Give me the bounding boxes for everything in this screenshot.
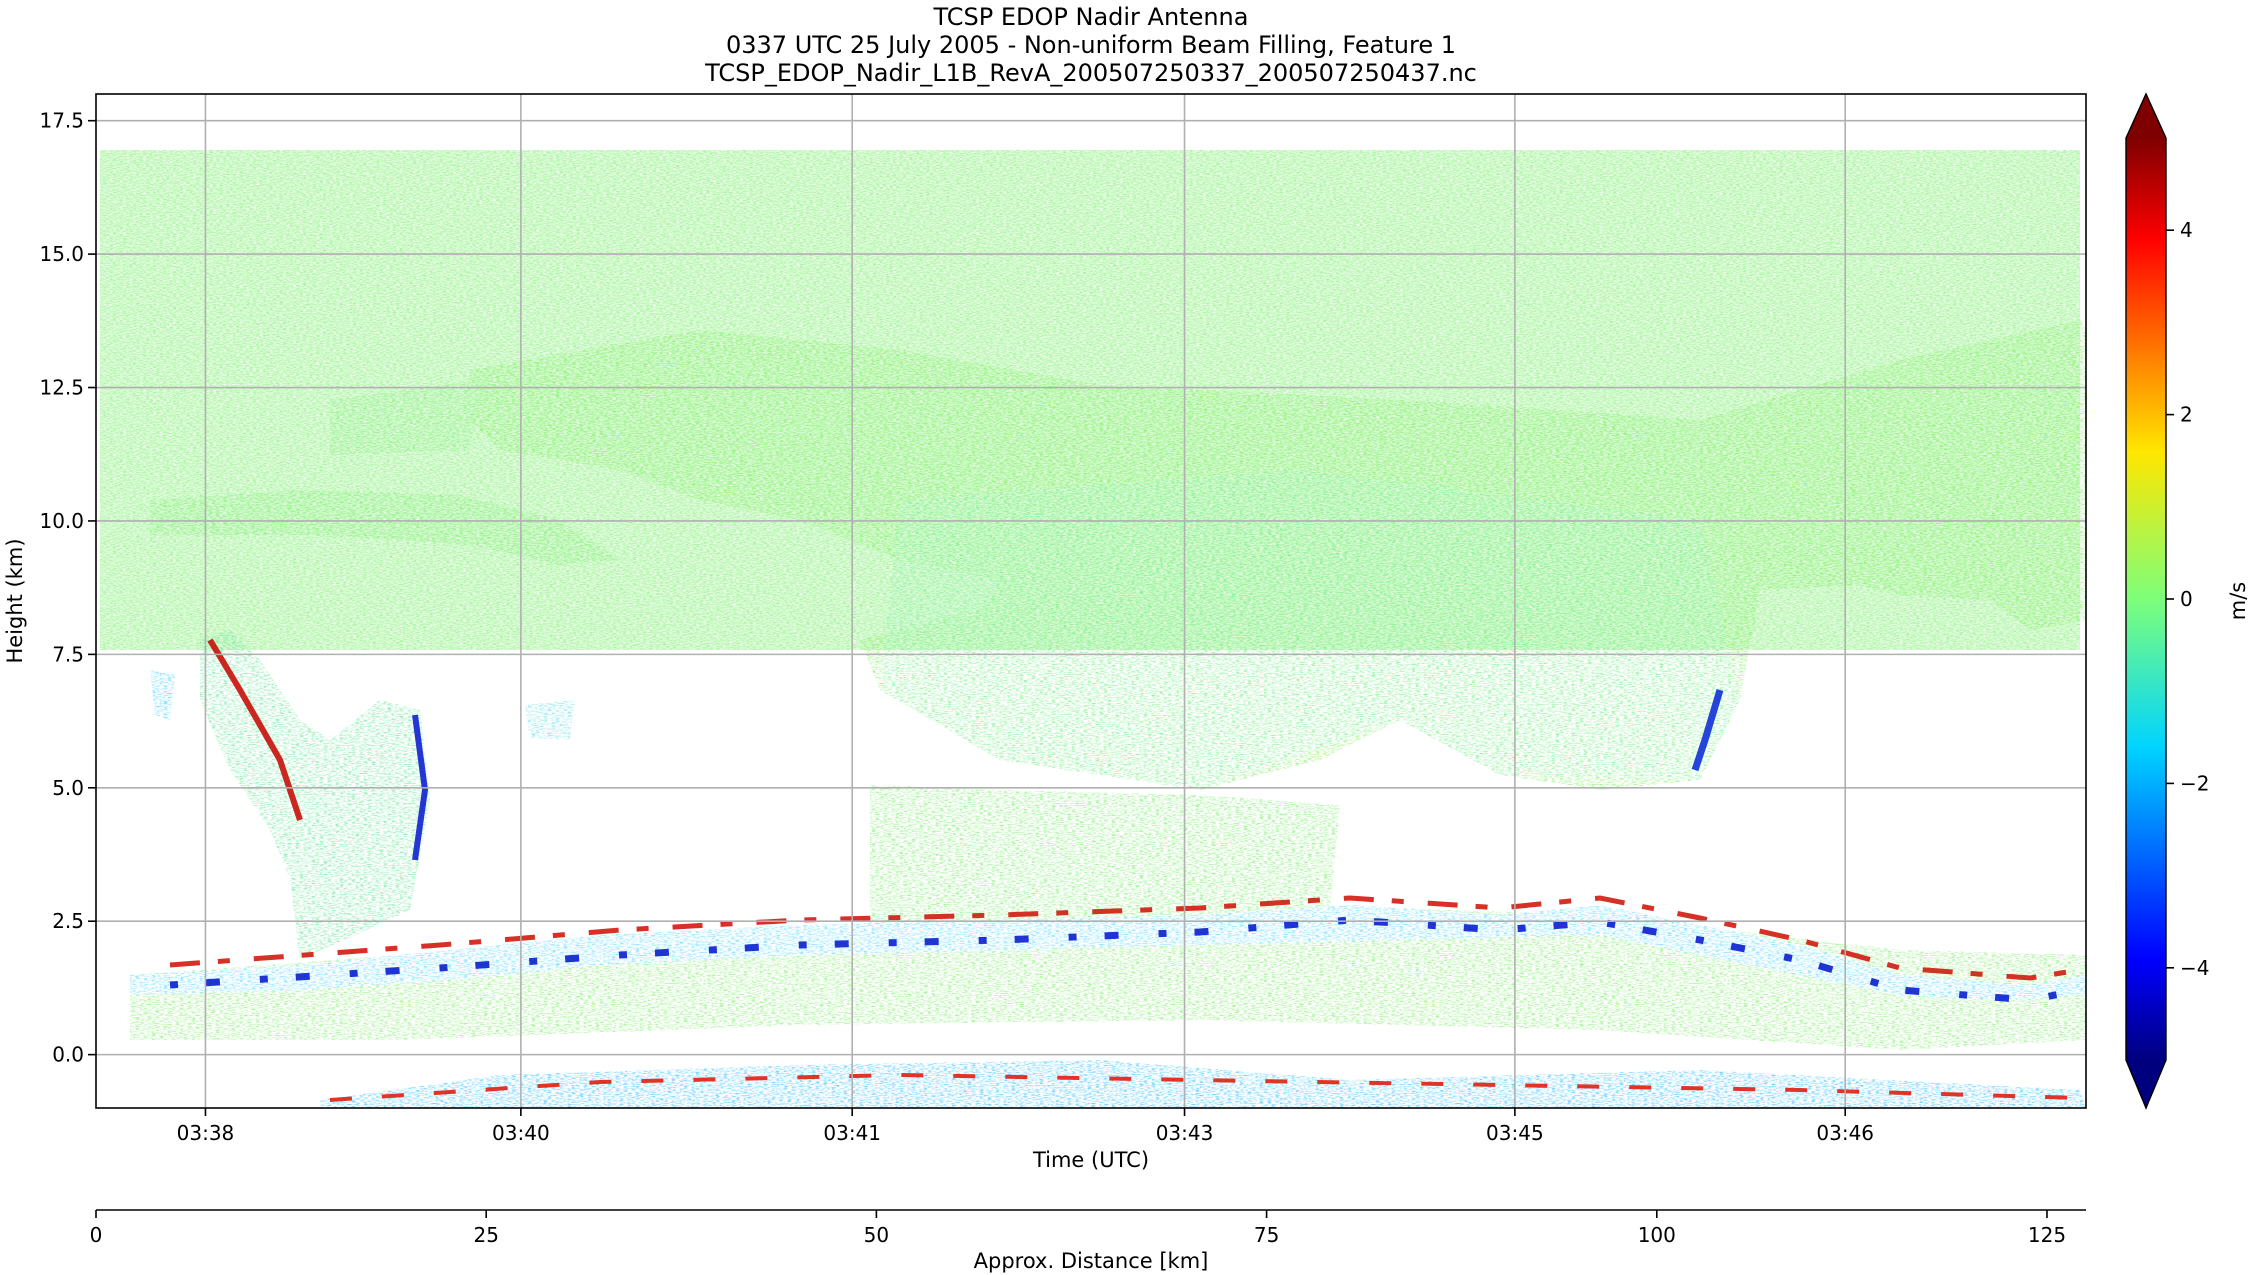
grid bbox=[96, 94, 2086, 1108]
surface-red bbox=[329, 1072, 2081, 1102]
plot-frame bbox=[95, 93, 2087, 1109]
x-tick-label: 03:46 bbox=[1816, 1121, 1874, 1145]
y-axis: 17.5 15.0 12.5 10.0 7.5 5.0 2.5 0.0 bbox=[39, 109, 96, 1067]
x-tick-label: 03:38 bbox=[177, 1121, 235, 1145]
colorbar-tick-label: 0 bbox=[2180, 587, 2193, 611]
velocity-accents bbox=[169, 638, 2081, 1102]
y-tick-label: 5.0 bbox=[52, 776, 84, 800]
title-block: TCSP EDOP Nadir Antenna 0337 UTC 25 July… bbox=[704, 3, 1477, 87]
y-tick-label: 15.0 bbox=[39, 242, 84, 266]
y-axis-label: Height (km) bbox=[3, 538, 27, 663]
y-tick-label: 12.5 bbox=[39, 376, 84, 400]
small-echo-1 bbox=[150, 670, 175, 720]
y-tick-label: 7.5 bbox=[52, 642, 84, 666]
distance-tick-label: 25 bbox=[473, 1223, 498, 1247]
rain-shaft bbox=[870, 785, 1340, 930]
colorbar-body bbox=[2126, 138, 2166, 1060]
surface-return bbox=[320, 1060, 2086, 1108]
title-line-1: TCSP EDOP Nadir Antenna bbox=[933, 3, 1249, 31]
x-tick-label: 03:40 bbox=[492, 1121, 550, 1145]
colorbar-extend-max bbox=[2126, 94, 2166, 138]
x-axis: 03:38 03:40 03:41 03:43 03:45 03:46 bbox=[177, 1108, 1874, 1145]
y-tick-label: 2.5 bbox=[52, 909, 84, 933]
anvil-cool-band bbox=[880, 470, 1740, 790]
colorbar-tick-label: −2 bbox=[2180, 771, 2209, 795]
distance-tick-label: 0 bbox=[90, 1223, 103, 1247]
distance-tick-label: 100 bbox=[1638, 1223, 1676, 1247]
stratiform-left bbox=[150, 490, 620, 565]
distance-tick-label: 75 bbox=[1254, 1223, 1279, 1247]
title-line-2: 0337 UTC 25 July 2005 - Non-uniform Beam… bbox=[726, 31, 1456, 59]
precip-echo bbox=[130, 320, 2086, 1108]
small-echo-2 bbox=[525, 700, 575, 740]
x-tick-label: 03:41 bbox=[823, 1121, 881, 1145]
colorbar-tick-label: 4 bbox=[2180, 218, 2193, 242]
distance-axis: 0 25 50 75 100 125 bbox=[90, 1210, 2066, 1247]
distance-tick-label: 50 bbox=[864, 1223, 889, 1247]
colorbar-tick-label: −4 bbox=[2180, 956, 2209, 980]
colorbar: 4 2 0 −2 −4 m/s bbox=[2125, 92, 2250, 1110]
colorbar-ticks: 4 2 0 −2 −4 bbox=[2166, 218, 2209, 980]
x-tick-label: 03:43 bbox=[1156, 1121, 1214, 1145]
plot-data-layer bbox=[100, 150, 2086, 1108]
convective-core bbox=[200, 630, 430, 960]
core-edge-blue bbox=[412, 714, 429, 861]
x-tick-label: 03:45 bbox=[1486, 1121, 1544, 1145]
distance-axis-label: Approx. Distance [km] bbox=[974, 1249, 1209, 1273]
melting-layer bbox=[130, 905, 2086, 1000]
colorbar-outline bbox=[2125, 92, 2167, 1110]
y-tick-label: 0.0 bbox=[52, 1043, 84, 1067]
y-tick-label: 17.5 bbox=[39, 109, 84, 133]
colorbar-tick-label: 2 bbox=[2180, 403, 2193, 427]
colorbar-extend-min bbox=[2126, 1060, 2166, 1108]
x-axis-label: Time (UTC) bbox=[1032, 1148, 1149, 1172]
core-edge-red bbox=[207, 638, 303, 821]
distance-tick-label: 125 bbox=[2028, 1223, 2066, 1247]
title-line-3: TCSP_EDOP_Nadir_L1B_RevA_200507250337_20… bbox=[704, 59, 1477, 87]
colorbar-label: m/s bbox=[2226, 582, 2250, 620]
anvil-edge-blue bbox=[1691, 688, 1724, 772]
y-tick-label: 10.0 bbox=[39, 509, 84, 533]
stratiform-aloft-patch bbox=[330, 380, 480, 455]
